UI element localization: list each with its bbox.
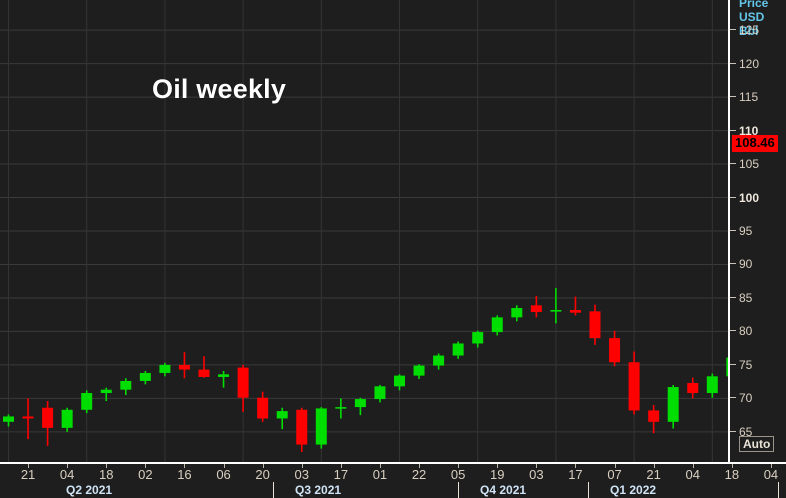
time-axis-tick-mark xyxy=(67,464,69,468)
time-axis-tick-label: 03 xyxy=(529,467,544,482)
time-axis-tick-label: 06 xyxy=(216,467,231,482)
time-axis-quarter-separator xyxy=(778,482,779,498)
price-axis-header-line: Bbl xyxy=(739,24,759,38)
time-axis-quarter-separator xyxy=(458,482,459,498)
auto-scale-button[interactable]: Auto xyxy=(739,436,775,452)
time-axis-quarter-separator xyxy=(273,482,274,498)
tick-label: 90 xyxy=(739,257,753,272)
tick-mark xyxy=(730,363,736,365)
time-axis-tick-label: 04 xyxy=(763,467,779,482)
tick-mark xyxy=(730,263,736,265)
last-price-badge: 108.46 xyxy=(732,134,778,152)
time-axis-tick-mark xyxy=(497,464,499,468)
chart-title: Oil weekly xyxy=(152,74,287,104)
time-axis-tick-label: 16 xyxy=(177,467,192,482)
tick-mark xyxy=(730,196,736,198)
time-axis-tick-label: 17 xyxy=(333,467,349,482)
tick-mark xyxy=(730,163,736,165)
time-axis-tick-mark xyxy=(184,464,186,468)
tick-mark xyxy=(730,96,736,98)
tick-label: 100 xyxy=(739,190,760,205)
time-axis-tick-label: 20 xyxy=(255,467,270,482)
time-axis-tick-mark xyxy=(301,464,303,468)
time-axis-tick-mark xyxy=(653,464,655,468)
tick-mark xyxy=(730,29,736,31)
tick-mark xyxy=(730,296,736,298)
tick-mark xyxy=(730,129,736,131)
tick-label: 85 xyxy=(739,290,753,305)
tick-label: 120 xyxy=(739,56,760,71)
time-axis-tick-mark xyxy=(770,464,772,468)
tick-label: 75 xyxy=(739,357,753,372)
time-axis-tick-label: 19 xyxy=(490,467,505,482)
time-axis-tick-mark xyxy=(379,464,381,468)
time-axis-tick-label: 01 xyxy=(372,467,388,482)
time-axis-tick-mark xyxy=(614,464,616,468)
time-axis-tick-mark xyxy=(692,464,694,468)
tick-label: 125 xyxy=(739,23,760,38)
tick-mark xyxy=(730,230,736,231)
tick-label: 115 xyxy=(739,90,759,105)
tick-mark xyxy=(730,62,736,64)
time-axis-tick-mark xyxy=(458,464,460,468)
tick-mark xyxy=(730,330,736,332)
time-axis-quarter-label: Q4 2021 xyxy=(480,483,527,497)
time-axis-tick-label: 17 xyxy=(568,467,583,482)
time-axis-tick-label: 22 xyxy=(411,467,427,482)
tick-label: 65 xyxy=(739,424,753,439)
tick-label: 80 xyxy=(739,324,753,339)
price-axis-header: Price USD Bbl xyxy=(739,0,768,38)
time-axis-quarter-label: Q2 2021 xyxy=(66,483,113,497)
time-axis-tick-label: 18 xyxy=(99,467,114,482)
time-axis-tick-mark xyxy=(575,464,577,468)
tick-label: 105 xyxy=(739,157,760,172)
price-axis[interactable]: Price USD Bbl 125 120 115 110 105 100 95 90 85 80 75… xyxy=(728,0,786,462)
time-axis-tick-mark xyxy=(223,464,225,468)
chart-plot-area[interactable] xyxy=(0,0,728,462)
tick-label: 95 xyxy=(739,224,753,238)
time-axis-quarter-label: Q1 2022 xyxy=(610,483,657,497)
time-axis-tick-label: 04 xyxy=(685,467,700,482)
time-axis-tick-label: 07 xyxy=(607,467,622,482)
time-axis-tick-mark xyxy=(145,464,147,468)
tick-label: 110 xyxy=(739,123,759,138)
tick-mark xyxy=(730,397,736,399)
time-axis-tick-mark xyxy=(106,464,108,468)
time-axis-tick-mark xyxy=(340,464,342,468)
time-axis-tick-label: 21 xyxy=(646,467,661,482)
price-axis-header-line: Price xyxy=(739,0,769,10)
tick-label: 70 xyxy=(739,391,753,406)
time-axis-tick-mark xyxy=(419,464,421,468)
time-axis-tick-mark xyxy=(262,464,264,468)
time-axis-tick-label: 18 xyxy=(724,467,740,482)
tick-mark xyxy=(730,430,736,432)
time-axis-tick-mark xyxy=(731,464,733,468)
time-axis-tick-label: 04 xyxy=(59,467,75,482)
time-axis-quarter-label: Q3 2021 xyxy=(295,483,342,497)
time-axis-tick-label: 05 xyxy=(450,467,466,482)
time-axis-tick-label: 21 xyxy=(20,467,36,482)
time-axis-tick-mark xyxy=(28,464,30,468)
time-axis-tick-mark xyxy=(536,464,538,468)
price-axis-header-line: USD xyxy=(739,10,765,24)
time-axis-tick-label: 02 xyxy=(138,467,153,482)
time-axis-quarter-separator xyxy=(588,482,589,498)
candlestick-series xyxy=(3,287,728,452)
time-axis-tick-label: 03 xyxy=(294,467,309,482)
time-axis[interactable]: 21 04 18 02 16 06 20 03 17 01 22 05 19 03 17 07 21 04 18 04… xyxy=(0,462,786,498)
